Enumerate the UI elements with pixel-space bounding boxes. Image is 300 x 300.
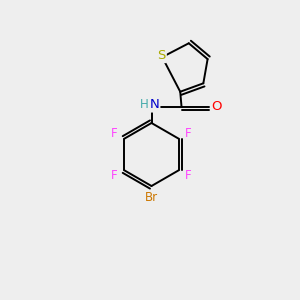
Text: S: S xyxy=(158,49,166,62)
Text: F: F xyxy=(185,127,192,140)
Text: H: H xyxy=(140,98,148,112)
Text: Br: Br xyxy=(145,191,158,204)
Text: F: F xyxy=(111,127,118,140)
Text: N: N xyxy=(150,98,159,112)
Text: F: F xyxy=(111,169,118,182)
Text: F: F xyxy=(185,169,192,182)
Text: O: O xyxy=(211,100,221,113)
